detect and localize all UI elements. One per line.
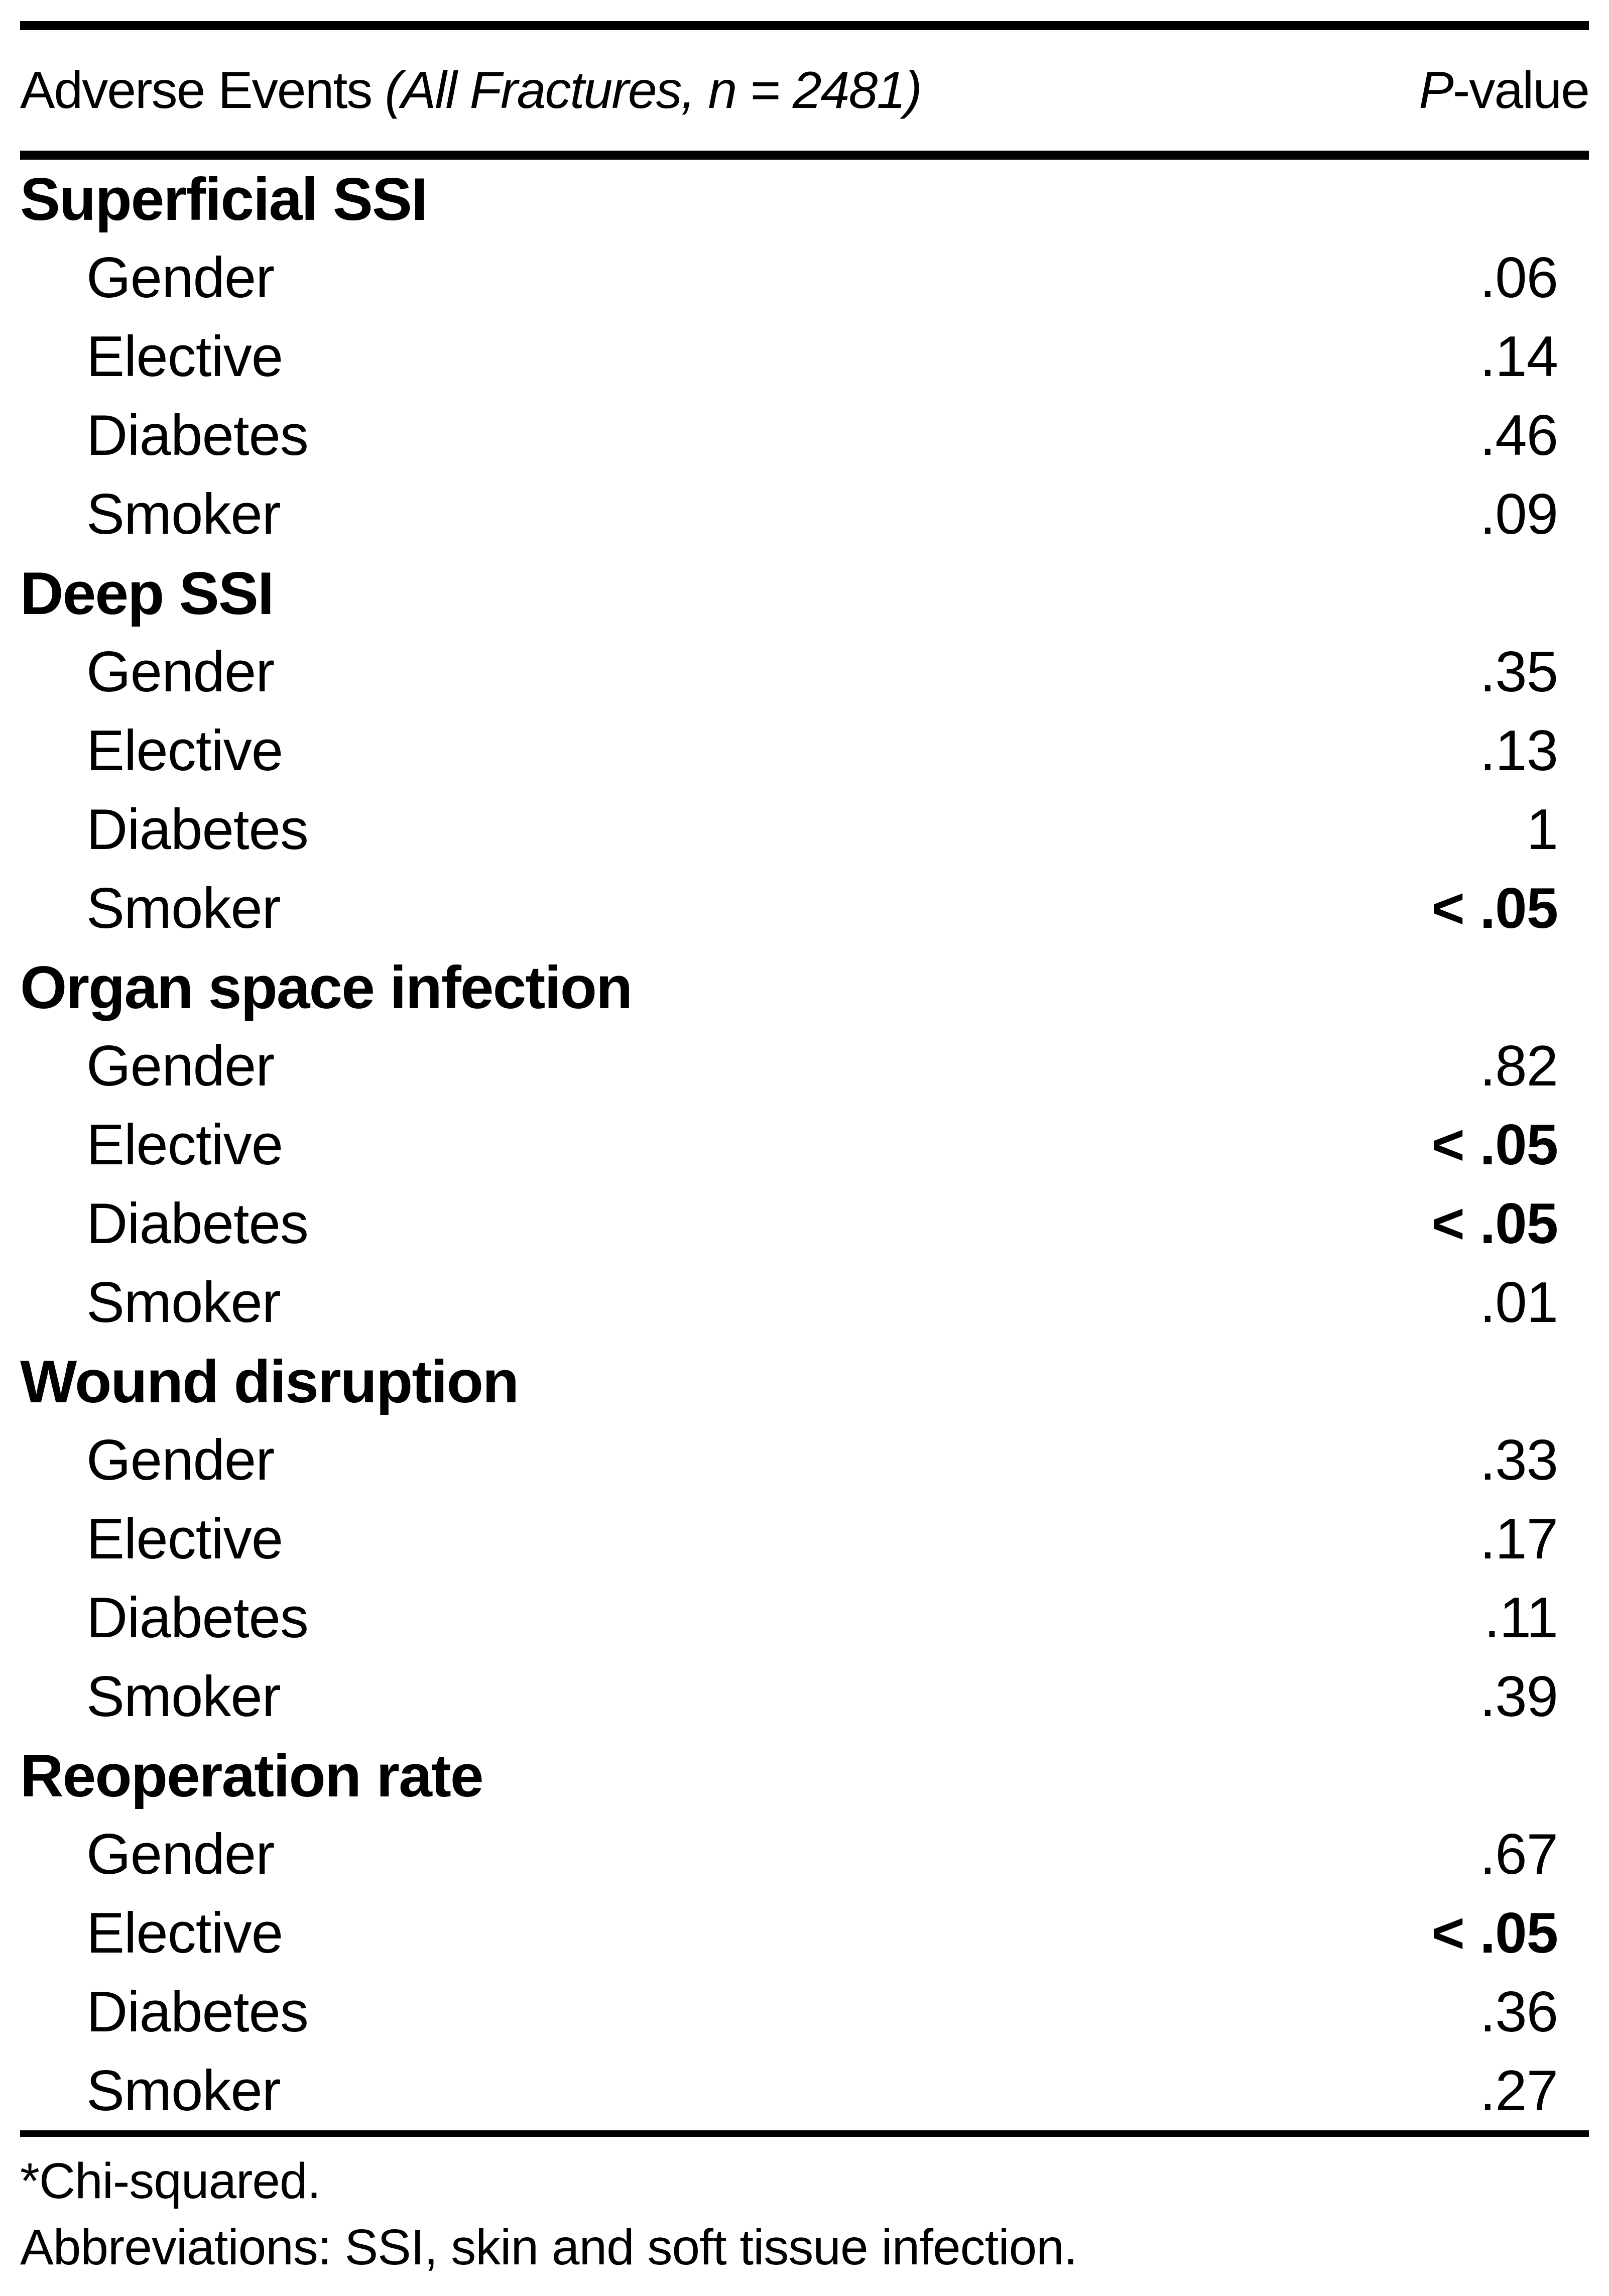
item-value: < .05 [1431,1113,1558,1177]
item-label: Smoker [86,2059,281,2123]
section-row-wound-disruption: Wound disruption [20,1342,1589,1421]
header-rule [20,151,1589,160]
table-row: Smoker .27 [20,2051,1589,2130]
table-row: Diabetes 1 [20,790,1589,869]
item-label: Gender [86,640,275,704]
item-label: Smoker [86,1271,281,1335]
section-title: Deep SSI [20,559,274,627]
table-row: Gender .33 [20,1421,1589,1500]
item-label: Gender [86,1428,275,1492]
table-row: Diabetes .11 [20,1579,1589,1657]
item-label: Gender [86,246,275,310]
table-row: Smoker .01 [20,1263,1589,1342]
item-label: Smoker [86,877,281,940]
item-value: .33 [1479,1428,1558,1492]
footnote-abbreviations: Abbreviations: SSI, skin and soft tissue… [20,2219,1078,2275]
item-label: Smoker [86,482,281,546]
item-label: Gender [86,1034,275,1098]
item-value: < .05 [1431,1192,1558,1256]
table-footnotes: *Chi-squared. Abbreviations: SSI, skin a… [20,2148,1589,2280]
section-row-reoperation-rate: Reoperation rate [20,1736,1589,1815]
item-label: Diabetes [86,798,309,862]
table-row: Gender .35 [20,633,1589,711]
item-label: Diabetes [86,1192,309,1256]
item-value: < .05 [1431,877,1558,940]
table-title-paren: (All Fractures, n = 2481) [385,61,922,119]
section-row-organ-space-infection: Organ space infection [20,948,1589,1027]
item-label: Elective [86,1901,283,1965]
item-value: .27 [1479,2059,1558,2123]
section-title: Organ space infection [20,953,633,1021]
item-label: Diabetes [86,1980,309,2044]
item-label: Diabetes [86,404,309,467]
item-value: .09 [1479,482,1558,546]
table-row: Gender .82 [20,1027,1589,1106]
column-header-pvalue: P-value [1419,61,1590,119]
item-value: .46 [1479,404,1558,467]
table-row: Elective .14 [20,317,1589,396]
table-row: Smoker < .05 [20,869,1589,948]
section-title: Reoperation rate [20,1742,484,1809]
table-row: Diabetes < .05 [20,1184,1589,1263]
item-value: .17 [1479,1507,1558,1571]
item-value: .82 [1479,1034,1558,1098]
table-body: Superficial SSI Gender .06 Elective .14 … [20,160,1589,2130]
footnote-chi-squared: *Chi-squared. [20,2153,321,2209]
item-label: Elective [86,325,283,389]
item-label: Elective [86,719,283,783]
table-row: Gender .67 [20,1815,1589,1894]
item-value: .06 [1479,246,1558,310]
item-value: 1 [1526,798,1558,862]
adverse-events-table: Adverse Events (All Fractures, n = 2481) … [20,21,1590,2280]
item-value: .39 [1479,1665,1558,1729]
item-value: .36 [1479,1980,1558,2044]
item-value: .14 [1479,325,1558,389]
section-title: Superficial SSI [20,165,428,233]
item-label: Elective [86,1113,283,1177]
table-row: Diabetes .46 [20,396,1589,475]
item-value: .67 [1479,1823,1558,1886]
table-title-main: Adverse Events [20,61,373,119]
item-label: Diabetes [86,1586,309,1650]
section-row-superficial-ssi: Superficial SSI [20,160,1589,238]
table-row: Diabetes .36 [20,1973,1589,2051]
table-row: Elective .13 [20,711,1589,790]
item-label: Gender [86,1823,275,1886]
item-label: Elective [86,1507,283,1571]
table-row: Elective < .05 [20,1894,1589,1973]
table-header-row: Adverse Events (All Fractures, n = 2481) … [20,30,1590,151]
top-rule [20,21,1589,30]
table-row: Smoker .09 [20,475,1589,554]
table-row: Gender .06 [20,238,1589,317]
table-row: Smoker .39 [20,1657,1589,1736]
table-title: Adverse Events (All Fractures, n = 2481) [20,61,922,120]
item-value: .13 [1479,719,1558,783]
item-value: .01 [1479,1271,1558,1335]
bottom-rule [20,2130,1589,2137]
table-row: Elective < .05 [20,1106,1589,1184]
section-row-deep-ssi: Deep SSI [20,554,1589,633]
item-value: .11 [1483,1586,1558,1650]
item-value: < .05 [1431,1901,1558,1965]
item-value: .35 [1479,640,1558,704]
section-title: Wound disruption [20,1348,519,1415]
table-row: Elective .17 [20,1500,1589,1579]
item-label: Smoker [86,1665,281,1729]
